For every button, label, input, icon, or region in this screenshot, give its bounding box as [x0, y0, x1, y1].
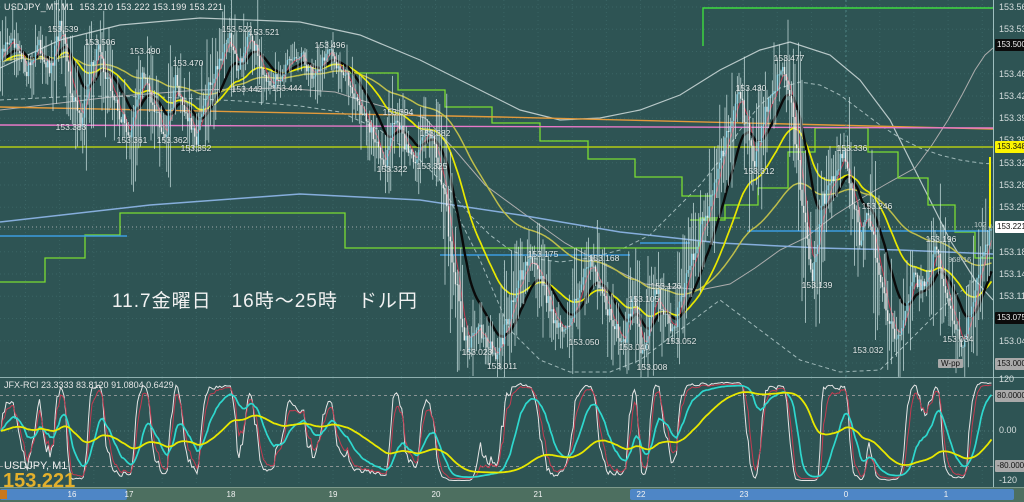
swing-price-label: 153.362: [156, 135, 188, 145]
price-marker-box: 153.500: [995, 39, 1024, 51]
price-axis-label: 153.320: [999, 158, 1024, 168]
price-axis-label: 153.250: [999, 202, 1024, 212]
swing-price-label: 153.506: [84, 37, 116, 47]
swing-price-label: 153.032: [852, 345, 884, 355]
swing-price-label: 153.361: [116, 135, 148, 145]
price-marker-box: 153.0000: [995, 358, 1024, 370]
time-axis-label: 22: [636, 490, 646, 499]
time-axis-label: 0: [843, 490, 849, 499]
chart-title: USDJPY_MT,M1 153.210 153.222 153.199 153…: [4, 2, 223, 12]
price-marker-box: 153.075: [995, 312, 1024, 324]
chart-shift-marker[interactable]: [0, 490, 7, 499]
swing-price-label: 153.539: [47, 24, 79, 34]
time-axis-label: 17: [124, 490, 134, 499]
symbol-timeframe-label: USDJPY_MT,M1: [4, 2, 74, 12]
indicator-header: JFX-RCI 23.3333 83.8120 91.0804 0.6429: [4, 380, 174, 390]
price-axis-divider: [993, 0, 994, 487]
rci-indicator-canvas[interactable]: [0, 378, 994, 486]
swing-price-label: 153.325: [416, 161, 448, 171]
swing-price-label: 153.477: [773, 53, 805, 63]
price-marker-box: 153.348: [995, 141, 1024, 153]
time-axis-label: 18: [226, 490, 236, 499]
price-axis-label: 153.145: [999, 269, 1024, 279]
swing-price-label: 153.394: [382, 107, 414, 117]
bear-candles: [3, 20, 989, 360]
swing-price-label: 153.352: [180, 143, 212, 153]
candles-layer: [0, 0, 992, 377]
session-annotation: 11.7金曜日 16時～25時 ドル円: [112, 291, 418, 312]
price-axis-label: 153.460: [999, 69, 1024, 79]
swing-price-label: 153.336: [836, 143, 868, 153]
time-axis-label: 23: [739, 490, 749, 499]
price-axis-label: 153.425: [999, 91, 1024, 101]
ohlc-values: 153.210 153.222 153.199 153.221: [79, 2, 224, 12]
price-axis-label: 153.355: [999, 135, 1024, 145]
corner-price-label: 153.221: [3, 470, 76, 492]
swing-price-label: 153.168: [588, 253, 620, 263]
weekly-pivot-label[interactable]: W-pp: [938, 359, 963, 368]
swing-price-label: 153.050: [568, 337, 600, 347]
swing-price-label: 153.521: [248, 27, 280, 37]
swing-price-label: 153.522: [221, 24, 253, 34]
swing-price-label: 153.383: [55, 122, 87, 132]
pane-divider[interactable]: [0, 377, 1024, 378]
swing-price-label: 153.444: [271, 83, 303, 93]
swing-price-label: 153.126: [650, 281, 682, 291]
swing-price-label: 153.008: [636, 362, 668, 372]
price-axis-label: 153.530: [999, 24, 1024, 34]
swing-price-label: 153.322: [376, 164, 408, 174]
price-axis-label: 153.110: [999, 291, 1024, 301]
swing-price-label: 153.196: [925, 234, 957, 244]
spread-label: 102: [974, 220, 987, 229]
indicator-axis-label: 120: [999, 374, 1015, 384]
swing-price-label: 153.034: [942, 334, 974, 344]
price-axis-label: 153.040: [999, 336, 1024, 346]
grid-layer: [0, 0, 993, 377]
swing-price-label: 153.312: [743, 166, 775, 176]
swing-price-label: 153.442: [231, 84, 263, 94]
swing-price-label: 153.382: [419, 128, 451, 138]
price-marker-box: 153.221: [995, 221, 1024, 233]
indicator-level-box: -80.0000: [995, 460, 1024, 472]
price-axis-label: 153.285: [999, 180, 1024, 190]
time-axis-label: 21: [533, 490, 543, 499]
overlay-lines-layer: [0, 0, 994, 377]
time-axis-label: 1: [943, 490, 949, 499]
time-axis[interactable]: 16 17 18 19 20 21 22 23 0 1: [0, 487, 1024, 502]
indicator-grid-layer: [0, 378, 993, 486]
time-axis-label: 16: [67, 490, 77, 499]
swing-price-label: 153.175: [527, 249, 559, 259]
swing-price-label: 153.430: [735, 83, 767, 93]
swing-price-label: 153.246: [861, 201, 893, 211]
price-axis-label: 153.565: [999, 2, 1024, 12]
swing-price-label: 153.496: [314, 40, 346, 50]
session-highlight: [630, 489, 1014, 500]
oscillator-lines-layer: [0, 381, 993, 481]
corner-symbol-label: USDJPY, M1: [4, 460, 68, 472]
swing-price-label: 153.139: [801, 280, 833, 290]
session-highlight: [0, 489, 127, 500]
swing-price-label: 153.490: [129, 46, 161, 56]
main-chart-canvas[interactable]: [0, 0, 994, 377]
indicator-tag-label: 968-16: [948, 255, 972, 264]
swing-price-label: 153.470: [172, 58, 204, 68]
indicator-axis-label: 0.00: [999, 425, 1017, 435]
swing-price-label: 153.023: [461, 347, 493, 357]
price-axis-label: 153.390: [999, 113, 1024, 123]
price-axis-label: 153.180: [999, 247, 1024, 257]
indicator-axis-label: -120: [999, 475, 1018, 485]
time-axis-label: 19: [328, 490, 338, 499]
swing-price-label: 153.052: [665, 336, 697, 346]
time-axis-label: 20: [431, 490, 441, 499]
indicator-level-box: 80.0000: [995, 390, 1024, 402]
swing-price-label: 153.105: [628, 294, 660, 304]
swing-price-label: 153.011: [486, 361, 518, 371]
swing-price-label: 153.040: [618, 342, 650, 352]
